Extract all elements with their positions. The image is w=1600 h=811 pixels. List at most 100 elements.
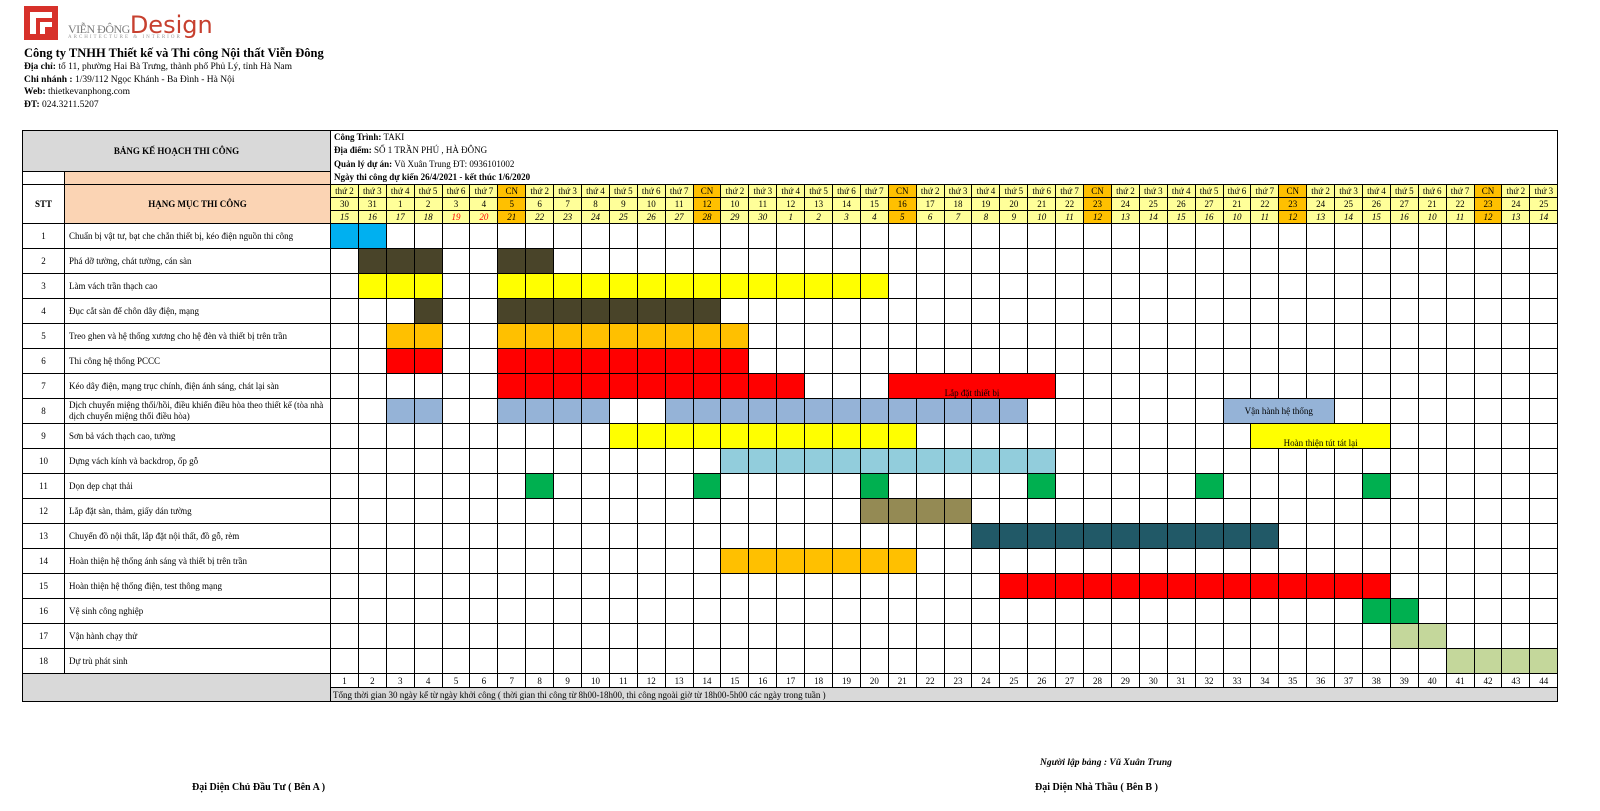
empty-cell — [385, 573, 415, 599]
empty-cell — [1389, 448, 1419, 474]
empty-cell — [1501, 498, 1531, 524]
task-bar-cell — [776, 373, 806, 399]
empty-cell — [1473, 348, 1503, 374]
empty-cell — [999, 498, 1029, 524]
task-name: Lắp đặt sàn, thảm, giấy dán tường — [64, 498, 331, 524]
empty-cell — [1361, 248, 1391, 274]
empty-cell — [525, 423, 555, 449]
empty-cell — [581, 623, 610, 649]
day-index-cell: 33 — [1222, 673, 1252, 688]
company-phone: ĐT: 024.3211.5207 — [24, 99, 99, 110]
lunar-date-cell: 25 — [608, 210, 638, 224]
solar-date-cell: 6 — [525, 197, 555, 211]
task-bar-cell — [608, 298, 638, 324]
empty-cell — [748, 598, 778, 624]
empty-cell — [357, 373, 387, 399]
empty-cell — [1250, 298, 1280, 324]
empty-cell — [943, 548, 973, 574]
empty-cell — [692, 598, 722, 624]
empty-cell — [469, 548, 499, 574]
empty-cell — [692, 623, 722, 649]
day-index-cell: 16 — [748, 673, 778, 688]
empty-cell — [1389, 298, 1419, 324]
weekday-cell: thứ 5 — [608, 184, 638, 198]
empty-cell — [1055, 548, 1085, 574]
task-bar-cell — [1194, 523, 1224, 549]
empty-cell — [692, 223, 722, 249]
day-index-cell: 12 — [636, 673, 666, 688]
solar-date-cell: 22 — [1250, 197, 1280, 211]
lunar-date-cell: 2 — [804, 210, 834, 224]
empty-cell — [1222, 323, 1252, 349]
task-name: Dịch chuyển miệng thổi/hồi, điều khiển đ… — [64, 398, 331, 424]
empty-cell — [999, 348, 1029, 374]
task-bar-cell — [525, 348, 555, 374]
day-index-cell: 5 — [441, 673, 471, 688]
task-name: Đục cắt sàn để chôn dây điện, mạng — [64, 298, 331, 324]
empty-cell — [887, 473, 917, 499]
empty-cell — [469, 248, 499, 274]
task-bar-cell — [413, 398, 443, 424]
empty-cell — [497, 598, 527, 624]
empty-cell — [804, 248, 834, 274]
empty-cell — [1445, 323, 1475, 349]
task-bar-cell — [553, 298, 583, 324]
weekday-cell: thứ 2 — [915, 184, 945, 198]
empty-cell — [330, 398, 359, 424]
empty-cell — [441, 223, 471, 249]
task-row: 4 Đục cắt sàn để chôn dây điện, mạng — [22, 298, 1559, 324]
empty-cell — [832, 648, 861, 674]
empty-cell — [1473, 523, 1503, 549]
empty-cell — [1278, 348, 1308, 374]
task-stt: 3 — [22, 273, 65, 299]
task-bar-cell — [915, 398, 945, 424]
empty-cell — [1055, 598, 1085, 624]
empty-cell — [943, 598, 973, 624]
empty-cell — [1501, 548, 1531, 574]
empty-cell — [1222, 223, 1252, 249]
empty-cell — [1110, 323, 1140, 349]
task-bar-cell — [525, 323, 555, 349]
task-bar-cell — [1027, 473, 1057, 499]
empty-cell — [608, 398, 638, 424]
empty-cell — [1222, 273, 1252, 299]
empty-cell — [664, 448, 694, 474]
empty-cell — [636, 473, 666, 499]
empty-cell — [413, 573, 443, 599]
task-bar-cell — [497, 373, 527, 399]
empty-cell — [357, 298, 387, 324]
empty-cell — [469, 373, 499, 399]
empty-cell — [887, 223, 917, 249]
empty-cell — [776, 248, 806, 274]
weekday-cell: thứ 3 — [553, 184, 583, 198]
empty-cell — [469, 623, 499, 649]
task-bar-cell — [608, 423, 638, 449]
empty-cell — [1027, 298, 1057, 324]
task-name: Vệ sinh công nghiệp — [64, 598, 331, 624]
empty-cell — [1138, 398, 1168, 424]
empty-cell — [636, 548, 666, 574]
construction-schedule-table: BẢNG KẾ HOẠCH THI CÔNG Công Trình: TAKI … — [22, 130, 1559, 702]
empty-cell — [1138, 448, 1168, 474]
task-bar-cell — [720, 548, 750, 574]
empty-cell — [441, 648, 471, 674]
solar-date-cell: 17 — [915, 197, 945, 211]
empty-cell — [636, 523, 666, 549]
empty-cell — [1334, 498, 1363, 524]
task-bar-cell — [915, 448, 945, 474]
empty-cell — [776, 298, 806, 324]
solar-date-cell: 21 — [1417, 197, 1447, 211]
empty-cell — [1389, 373, 1419, 399]
empty-cell — [971, 623, 1001, 649]
task-bar-cell — [887, 448, 917, 474]
empty-cell — [971, 248, 1001, 274]
schedule-dates: Ngày thi công dự kiến 26/4/2021 - kết th… — [329, 171, 1559, 185]
day-index-cell: 40 — [1417, 673, 1447, 688]
lunar-date-cell: 10 — [1417, 210, 1447, 224]
empty-cell — [525, 448, 555, 474]
empty-cell — [1306, 623, 1336, 649]
empty-cell — [915, 298, 945, 324]
empty-cell — [943, 223, 973, 249]
empty-cell — [608, 448, 638, 474]
empty-cell — [804, 473, 834, 499]
